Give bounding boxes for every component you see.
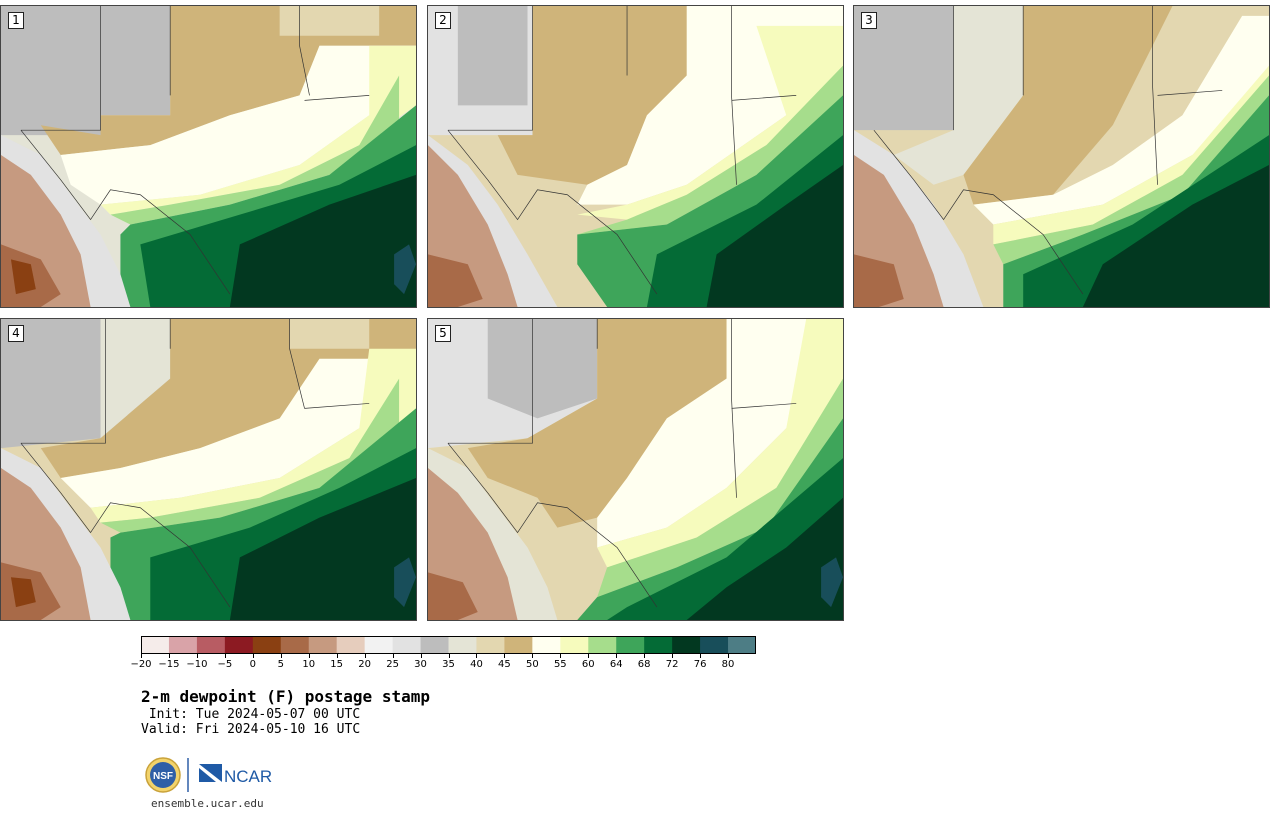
svg-text:NCAR: NCAR xyxy=(224,767,272,786)
valid-time: Valid: Fri 2024-05-10 16 UTC xyxy=(141,722,361,737)
colorbar-tick xyxy=(392,654,394,658)
colorbar-tick xyxy=(700,654,702,658)
colorbar-tick xyxy=(560,654,562,658)
colorbar-swatch xyxy=(672,636,701,654)
panel-number-4: 4 xyxy=(8,325,24,342)
colorbar-tick-label: 20 xyxy=(358,659,371,670)
nsf-ncar-logos: NSF NCAR xyxy=(145,757,272,793)
colorbar-tick-label: −5 xyxy=(217,659,233,670)
colorbar-tick-labels: −20 −15 −10 −5 0 5 10 15 20 25 30 35 40 45 50 55 60 64 68 7… xyxy=(127,654,777,674)
colorbar-tick xyxy=(196,654,198,658)
colorbar-swatch xyxy=(308,636,338,654)
colorbar-swatch xyxy=(141,636,170,654)
dewpoint-map-2 xyxy=(428,6,843,307)
colorbar-tick xyxy=(504,654,506,658)
colorbar-swatch xyxy=(560,636,589,654)
colorbar-border xyxy=(141,636,756,654)
colorbar-tick-label: 55 xyxy=(553,659,567,670)
colorbar-swatch xyxy=(448,636,477,654)
colorbar-tick xyxy=(448,654,450,658)
stamp-panel-2[interactable]: 2 xyxy=(427,5,844,308)
colorbar-tick-label: −10 xyxy=(186,659,208,670)
colorbar-tick-label: 64 xyxy=(609,659,623,670)
stamp-panel-3[interactable]: 3 xyxy=(853,5,1270,308)
colorbar-swatch xyxy=(644,636,673,654)
colorbar-swatch xyxy=(364,636,393,654)
colorbar-swatch xyxy=(476,636,505,654)
init-time: Init: Tue 2024-05-07 00 UTC xyxy=(141,707,361,722)
colorbar-tick-label: 30 xyxy=(414,659,427,670)
colorbar-tick xyxy=(252,654,254,658)
colorbar-tick xyxy=(308,654,310,658)
colorbar-tick-label: 15 xyxy=(330,659,344,670)
colorbar-swatch xyxy=(728,636,756,654)
colorbar-swatch xyxy=(224,636,254,654)
colorbar-tick-label: 40 xyxy=(470,659,483,670)
dewpoint-map-1 xyxy=(1,6,416,307)
colorbar-tick xyxy=(336,654,338,658)
colorbar-tick xyxy=(644,654,646,658)
website-url: ensemble.ucar.edu xyxy=(151,797,264,810)
colorbar-swatch xyxy=(196,636,226,654)
colorbar-swatch xyxy=(504,636,533,654)
nsf-logo-icon: NSF xyxy=(145,757,181,793)
colorbar-tick-label: −20 xyxy=(130,659,152,670)
colorbar-tick-label: 50 xyxy=(525,659,539,670)
colorbar-tick-label: 80 xyxy=(721,659,735,670)
colorbar-swatch xyxy=(532,636,561,654)
colorbar-tick-label: 76 xyxy=(693,659,707,670)
colorbar-tick-label: 45 xyxy=(498,659,511,670)
colorbar-swatch xyxy=(252,636,282,654)
stamp-panel-4[interactable]: 4 xyxy=(0,318,417,621)
colorbar-tick-label: 0 xyxy=(249,659,256,670)
colorbar-swatch xyxy=(280,636,310,654)
panel-number-2: 2 xyxy=(435,12,451,29)
colorbar-swatch xyxy=(168,636,198,654)
colorbar-swatch xyxy=(616,636,645,654)
colorbar-tick xyxy=(420,654,422,658)
colorbar-tick-label: 72 xyxy=(665,659,679,670)
colorbar-tick xyxy=(141,654,142,658)
colorbar-swatch xyxy=(392,636,421,654)
colorbar-tick xyxy=(476,654,478,658)
colorbar-swatch xyxy=(700,636,729,654)
colorbar-tick xyxy=(588,654,590,658)
dewpoint-map-5 xyxy=(428,319,843,620)
colorbar-tick xyxy=(672,654,674,658)
dewpoint-map-4 xyxy=(1,319,416,620)
colorbar-tick-label: 35 xyxy=(442,659,455,670)
svg-text:NSF: NSF xyxy=(153,771,173,782)
colorbar-tick-label: −15 xyxy=(158,659,180,670)
stamp-panel-5[interactable]: 5 xyxy=(427,318,844,621)
colorbar-swatch xyxy=(336,636,366,654)
dewpoint-colorbar xyxy=(141,636,756,654)
colorbar-tick-label: 10 xyxy=(302,659,316,670)
chart-title: 2-m dewpoint (F) postage stamp xyxy=(141,687,430,706)
colorbar-tick-label: 60 xyxy=(581,659,595,670)
colorbar-tick-label: 25 xyxy=(386,659,399,670)
stamp-panel-1[interactable]: 1 xyxy=(0,5,417,308)
colorbar-swatch xyxy=(588,636,617,654)
colorbar-tick xyxy=(616,654,618,658)
colorbar-tick xyxy=(532,654,534,658)
colorbar-tick xyxy=(364,654,366,658)
colorbar-tick xyxy=(224,654,226,658)
ncar-logo-icon: NCAR xyxy=(199,764,272,786)
colorbar-tick xyxy=(280,654,282,658)
colorbar-tick-label: 5 xyxy=(277,659,284,670)
colorbar-tick-label: 68 xyxy=(637,659,651,670)
panel-number-1: 1 xyxy=(8,12,24,29)
panel-number-5: 5 xyxy=(435,325,451,342)
panel-number-3: 3 xyxy=(861,12,877,29)
dewpoint-map-3 xyxy=(854,6,1269,307)
colorbar-swatch xyxy=(420,636,449,654)
colorbar-tick xyxy=(168,654,170,658)
colorbar-tick xyxy=(728,654,730,658)
